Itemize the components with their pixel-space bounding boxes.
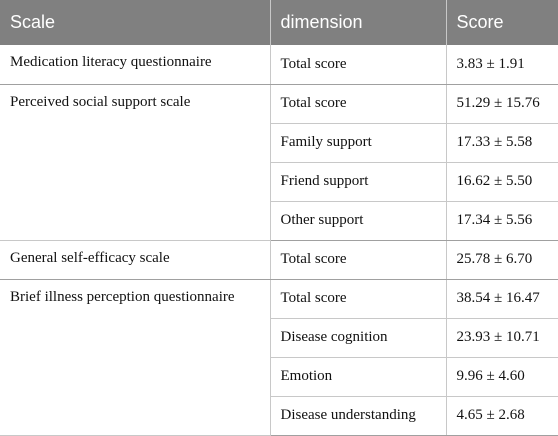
dimension-cell: Friend support <box>270 162 447 202</box>
score-cell: 23.93 ± 10.71 <box>446 318 558 358</box>
table-row: Emotion 9.96 ± 4.60 <box>0 357 558 397</box>
scale-cell: General self-efficacy scale <box>0 240 271 280</box>
header-scale: Scale <box>0 0 271 45</box>
header-dimension: dimension <box>270 0 447 45</box>
table-row: Medication literacy questionnaire Total s… <box>0 45 558 85</box>
dimension-cell: Emotion <box>270 357 447 397</box>
scale-cell: Perceived social support scale <box>0 84 271 241</box>
dimension-cell: Total score <box>270 84 447 124</box>
table-row: Disease cognition 23.93 ± 10.71 <box>0 318 558 358</box>
table-row: Disease understanding 4.65 ± 2.68 <box>0 396 558 436</box>
dimension-cell: Disease understanding <box>270 396 447 436</box>
score-cell: 38.54 ± 16.47 <box>446 279 558 319</box>
score-cell: 51.29 ± 15.76 <box>446 84 558 124</box>
scale-cell: Medication literacy questionnaire <box>0 45 271 85</box>
dimension-cell: Other support <box>270 201 447 241</box>
table-row: Brief illness perception questionnaire To… <box>0 279 558 436</box>
dimension-cell: Total score <box>270 279 447 319</box>
table-row: General self-efficacy scale Total score 25… <box>0 240 558 280</box>
dimension-cell: Family support <box>270 123 447 163</box>
header-score: Score <box>446 0 558 45</box>
table-row: Family support 17.33 ± 5.58 <box>0 123 558 163</box>
table-row: Friend support 16.62 ± 5.50 <box>0 162 558 202</box>
header-row: Scale dimension Score <box>0 0 558 45</box>
score-cell: 25.78 ± 6.70 <box>446 240 558 280</box>
score-cell: 17.33 ± 5.58 <box>446 123 558 163</box>
scale-cell: Brief illness perception questionnaire <box>0 279 271 436</box>
score-cell: 4.65 ± 2.68 <box>446 396 558 436</box>
dimension-cell: Total score <box>270 45 447 85</box>
table-row: Perceived social support scale Total scor… <box>0 84 558 241</box>
table-row: Other support 17.34 ± 5.56 <box>0 201 558 241</box>
score-cell: 3.83 ± 1.91 <box>446 45 558 85</box>
dimension-cell: Total score <box>270 240 447 280</box>
score-cell: 17.34 ± 5.56 <box>446 201 558 241</box>
table-body: Medication literacy questionnaire Total s… <box>0 45 558 436</box>
score-cell: 16.62 ± 5.50 <box>446 162 558 202</box>
score-cell: 9.96 ± 4.60 <box>446 357 558 397</box>
dimension-cell: Disease cognition <box>270 318 447 358</box>
